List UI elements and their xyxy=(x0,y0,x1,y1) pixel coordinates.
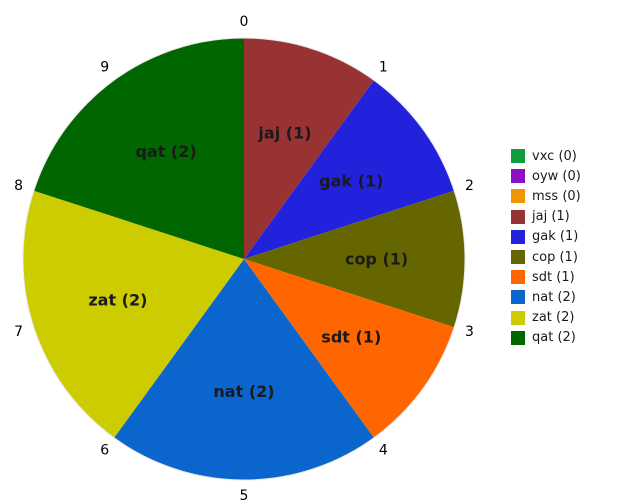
pie-slices xyxy=(22,37,466,481)
boundary-tick-2: 2 xyxy=(465,178,474,194)
boundary-tick-6: 6 xyxy=(100,443,109,459)
pie-outline xyxy=(22,37,466,481)
legend-label-gak: gak (1) xyxy=(532,229,579,245)
legend-swatch-cop xyxy=(511,250,525,265)
legend-label-jaj: jaj (1) xyxy=(532,209,570,225)
boundary-tick-1: 1 xyxy=(379,59,388,75)
legend-item-zat: zat (2) xyxy=(511,308,581,328)
slice-label-sdt: sdt (1) xyxy=(321,327,381,346)
legend-swatch-oyw xyxy=(511,169,525,184)
legend-item-oyw: oyw (0) xyxy=(511,166,581,186)
legend-item-sdt: sdt (1) xyxy=(511,267,581,287)
pie-slice-sdt xyxy=(244,259,455,438)
legend-swatch-vxc xyxy=(511,149,525,164)
slice-label-qat: qat (2) xyxy=(135,142,196,161)
legend-swatch-qat xyxy=(511,330,525,345)
legend-label-cop: cop (1) xyxy=(532,249,578,265)
legend-label-mss: mss (0) xyxy=(532,188,581,204)
pie-slice-zat xyxy=(22,190,244,438)
boundary-tick-5: 5 xyxy=(240,488,249,500)
pie-boundary-ticks: 0 1 2 3 4 5 6 7 8 9 xyxy=(14,14,474,500)
slice-label-jaj: jaj (1) xyxy=(257,123,311,142)
pie-slice-nat xyxy=(114,259,374,481)
legend-label-qat: qat (2) xyxy=(532,330,576,346)
slice-label-nat: nat (2) xyxy=(213,382,274,401)
boundary-tick-8: 8 xyxy=(14,178,23,194)
pie-slice-labels: jaj (1) gak (1) cop (1) sdt (1) nat (2) zat (… xyxy=(88,123,408,401)
pie-slice-gak xyxy=(244,80,455,259)
legend-item-cop: cop (1) xyxy=(511,247,581,267)
pie-slice-qat xyxy=(33,38,244,259)
slice-label-cop: cop (1) xyxy=(345,250,408,269)
legend-label-nat: nat (2) xyxy=(532,289,576,305)
legend-item-jaj: jaj (1) xyxy=(511,207,581,227)
legend-swatch-mss xyxy=(511,189,525,204)
legend-label-sdt: sdt (1) xyxy=(532,269,575,285)
boundary-tick-3: 3 xyxy=(465,324,474,340)
legend-item-vxc: vxc (0) xyxy=(511,146,581,166)
legend-label-zat: zat (2) xyxy=(532,310,575,326)
legend-label-vxc: vxc (0) xyxy=(532,148,577,164)
slice-label-zat: zat (2) xyxy=(88,290,147,309)
legend-item-mss: mss (0) xyxy=(511,186,581,206)
legend-label-oyw: oyw (0) xyxy=(532,168,581,184)
chart-legend: vxc (0) oyw (0) mss (0) jaj (1) gak (1) cop (… xyxy=(511,146,581,348)
boundary-tick-7: 7 xyxy=(14,324,23,340)
boundary-tick-9: 9 xyxy=(100,59,109,75)
legend-item-nat: nat (2) xyxy=(511,287,581,307)
legend-swatch-gak xyxy=(511,229,525,244)
legend-swatch-jaj xyxy=(511,209,525,224)
pie-slice-cop xyxy=(244,190,466,328)
boundary-tick-4: 4 xyxy=(379,443,388,459)
legend-swatch-zat xyxy=(511,310,525,325)
legend-item-gak: gak (1) xyxy=(511,227,581,247)
legend-item-qat: qat (2) xyxy=(511,328,581,348)
pie-slice-jaj xyxy=(244,38,374,259)
legend-swatch-nat xyxy=(511,290,525,305)
legend-swatch-sdt xyxy=(511,270,525,285)
slice-label-gak: gak (1) xyxy=(319,172,383,191)
boundary-tick-0: 0 xyxy=(240,14,249,30)
